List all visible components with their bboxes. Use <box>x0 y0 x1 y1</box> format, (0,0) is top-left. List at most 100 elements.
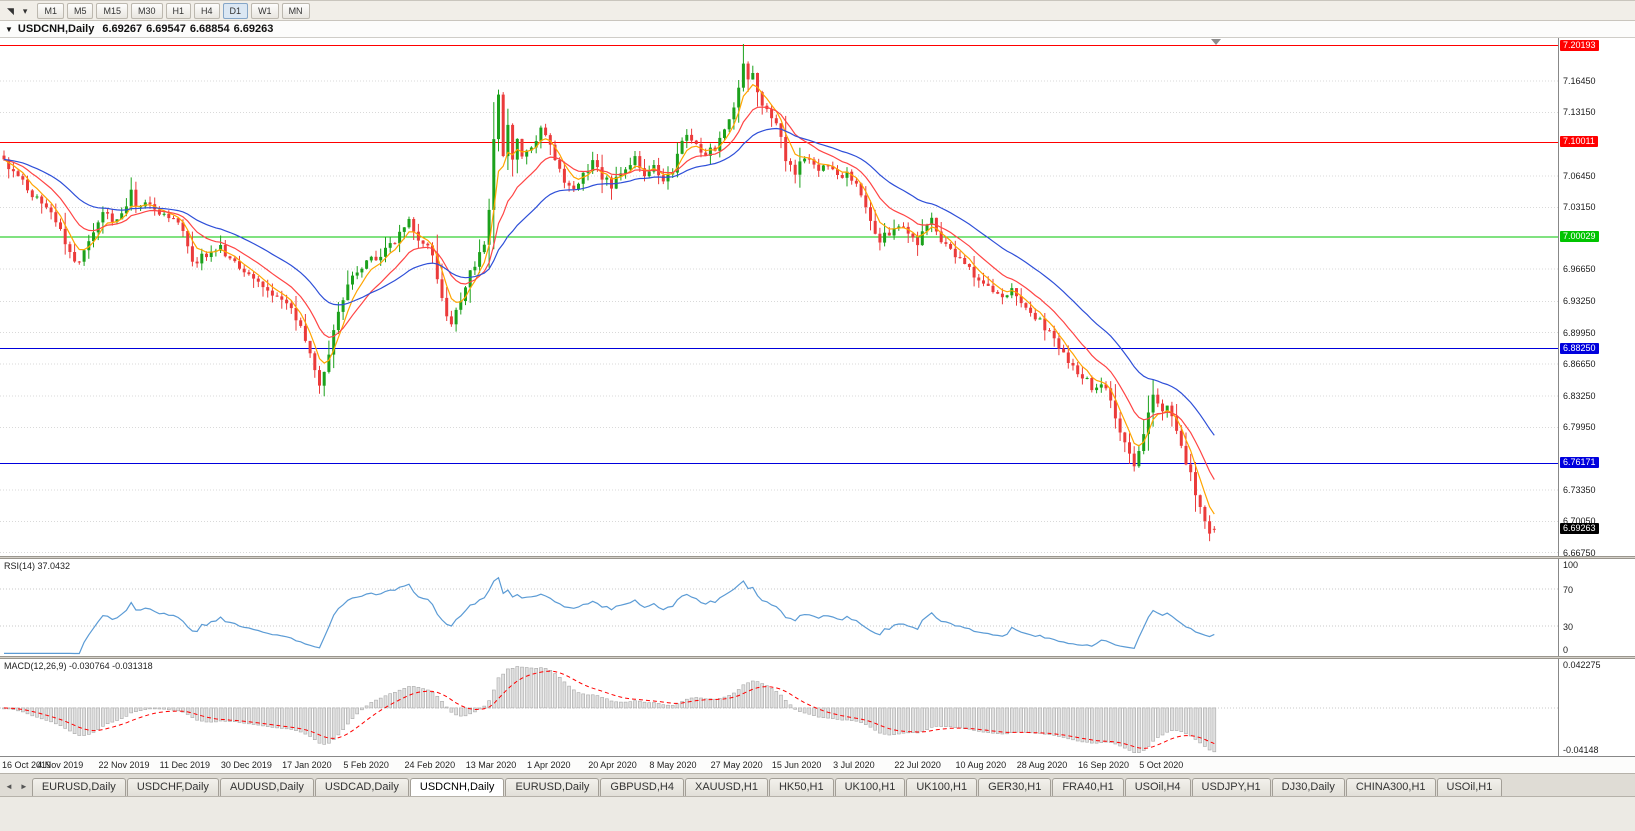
rsi-axis-tick: 70 <box>1563 584 1574 595</box>
rsi-axis-tick: 30 <box>1563 622 1574 633</box>
timeframe-button-d1[interactable]: D1 <box>222 2 249 19</box>
macd-axis[interactable]: 0.042275 -0.04148 <box>1558 659 1635 756</box>
macd-indicator[interactable] <box>0 659 1558 756</box>
date-label: 20 Apr 2020 <box>588 760 637 770</box>
macd-axis-top: 0.042275 <box>1563 660 1601 670</box>
ohlc-high: 6.69547 <box>146 23 186 35</box>
main-chart-plot[interactable] <box>0 38 1558 556</box>
chart-tab-gbpusd-h4[interactable]: GBPUSD,H4 <box>600 778 684 796</box>
date-label: 22 Jul 2020 <box>894 760 941 770</box>
macd-axis-bottom: -0.04148 <box>1563 745 1599 755</box>
timeframe-button-m5[interactable]: M5 <box>66 2 94 19</box>
chart-tab-usoil-h4[interactable]: USOil,H4 <box>1124 778 1191 796</box>
timeframe-button-w1[interactable]: W1 <box>251 2 279 19</box>
date-label: 1 Apr 2020 <box>526 760 571 770</box>
current-price-label: 6.69263 <box>1560 522 1599 534</box>
price-tick: 6.66750 <box>1563 547 1596 556</box>
price-tick: 6.86650 <box>1563 358 1596 369</box>
date-label: 10 Aug 2020 <box>955 760 1007 770</box>
timeframe-button-m15[interactable]: M15 <box>96 2 128 19</box>
chart-tab-hk50-h1[interactable]: HK50,H1 <box>768 778 834 796</box>
date-label: 3 Jul 2020 <box>833 760 875 770</box>
chart-tab-usdchf-daily[interactable]: USDCHF,Daily <box>126 778 219 796</box>
date-label: 11 Dec 2019 <box>159 760 211 770</box>
date-label: 8 May 2020 <box>649 760 697 770</box>
chart-info-bar: ▼ USDCNH,Daily 6.69267 6.69547 6.68854 6… <box>0 21 1635 38</box>
price-tick: 7.13150 <box>1563 107 1596 118</box>
price-level-label: 7.20193 <box>1560 39 1599 51</box>
chart-tab-xauusd-h1[interactable]: XAUUSD,H1 <box>684 778 768 796</box>
price-level-label: 7.00029 <box>1560 230 1599 242</box>
macd-plot[interactable]: MACD(12,26,9) -0.030764 -0.031318 <box>0 659 1558 756</box>
price-tick: 6.70050 <box>1563 516 1596 527</box>
price-tick: 6.96650 <box>1563 264 1596 274</box>
timeframe-button-h1[interactable]: H1 <box>165 2 192 19</box>
timeframe-button-m30[interactable]: M30 <box>131 2 163 19</box>
date-label: 24 Feb 2020 <box>404 760 456 770</box>
price-level-label: 6.88250 <box>1560 342 1599 354</box>
status-bar <box>0 796 1635 831</box>
price-tick: 6.83250 <box>1563 391 1596 402</box>
chart-symbol-title: USDCNH,Daily <box>17 23 95 35</box>
rsi-panel-divider[interactable] <box>0 556 1635 559</box>
date-label: 15 Jun 2020 <box>771 760 822 770</box>
price-tick: 6.89950 <box>1563 327 1596 338</box>
date-axis[interactable]: 16 Oct 2019 4 Nov 2019 22 Nov 2019 11 Dec 2… <box>0 756 1635 773</box>
date-label: 13 Mar 2020 <box>465 760 517 770</box>
date-label: 17 Jan 2020 <box>282 760 332 770</box>
price-tick: 6.73350 <box>1563 485 1596 496</box>
chart-tab-uk100-h1[interactable]: UK100,H1 <box>834 778 906 796</box>
dropdown-caret-icon[interactable]: ▾ <box>22 5 28 16</box>
chart-tab-usoil-h1[interactable]: USOil,H1 <box>1436 778 1503 796</box>
price-tick: 7.16450 <box>1563 76 1596 87</box>
ohlc-open: 6.69267 <box>102 23 143 35</box>
date-label: 16 Sep 2020 <box>1077 760 1130 770</box>
chart-tab-fra40-h1[interactable]: FRA40,H1 <box>1052 778 1124 796</box>
date-label: 5 Oct 2020 <box>1139 760 1184 770</box>
chart-tab-ger30-h1[interactable]: GER30,H1 <box>978 778 1052 796</box>
chart-tab-china300-h1[interactable]: CHINA300,H1 <box>1345 778 1436 796</box>
timeframe-button-mn[interactable]: MN <box>281 2 310 19</box>
tab-scroll-right-icon[interactable]: ► <box>19 782 28 791</box>
chart-tab-usdcnh-daily[interactable]: USDCNH,Daily <box>409 778 505 796</box>
chart-shift-icon[interactable]: ◥ <box>7 5 14 16</box>
collapse-triangle-icon[interactable]: ▼ <box>5 24 13 34</box>
date-label: 4 Nov 2019 <box>37 760 84 770</box>
price-tick: 6.79950 <box>1563 422 1596 433</box>
ohlc-close: 6.69263 <box>233 23 274 35</box>
rsi-axis-tick: 100 <box>1563 560 1579 570</box>
date-label: 16 Oct 2019 <box>2 760 52 770</box>
chart-tab-usdjpy-h1[interactable]: USDJPY,H1 <box>1191 778 1271 796</box>
rsi-axis-tick: 0 <box>1563 645 1569 655</box>
chart-tab-eurusd-daily[interactable]: EURUSD,Daily <box>505 778 600 796</box>
macd-label: MACD(12,26,9) -0.030764 -0.031318 <box>4 661 153 671</box>
chart-tab-uk100-h1[interactable]: UK100,H1 <box>906 778 978 796</box>
tab-scroll-left-icon[interactable]: ◄ <box>5 782 13 791</box>
macd-panel-divider[interactable] <box>0 656 1635 659</box>
chart-tab-dj30-daily[interactable]: DJ30,Daily <box>1271 778 1345 796</box>
date-label: 30 Dec 2019 <box>220 760 272 770</box>
price-tick: 7.06450 <box>1563 171 1596 182</box>
ohlc-low: 6.68854 <box>189 23 230 35</box>
price-level-label: 6.76171 <box>1560 457 1599 469</box>
candlestick-chart[interactable] <box>0 38 1558 556</box>
timeframe-button-h4[interactable]: H4 <box>194 2 220 19</box>
rsi-axis[interactable]: 100 70 30 0 <box>1558 559 1635 656</box>
date-label: 28 Aug 2020 <box>1016 760 1068 770</box>
timeframe-buttons: M1 M5 M15 M30 H1 H4 D1 W1 MN <box>37 2 310 19</box>
chart-tab-audusd-daily[interactable]: AUDUSD,Daily <box>219 778 314 796</box>
price-tick: 6.93250 <box>1563 296 1596 307</box>
rsi-indicator[interactable] <box>0 559 1558 656</box>
rsi-plot[interactable]: RSI(14) 37.0432 <box>0 559 1558 656</box>
chart-tab-usdcad-daily[interactable]: USDCAD,Daily <box>314 778 409 796</box>
timeframe-toolbar: ◥ ▾ M1 M5 M15 M30 H1 H4 D1 W1 MN <box>0 1 1635 21</box>
date-label: 27 May 2020 <box>710 760 763 770</box>
timeframe-button-m1[interactable]: M1 <box>37 2 64 19</box>
chart-tab-eurusd-daily[interactable]: EURUSD,Daily <box>31 778 126 796</box>
price-level-label: 7.10011 <box>1560 136 1598 148</box>
price-axis[interactable]: 7.16450 7.13150 7.06450 7.03150 6.96650 6.932… <box>1558 38 1635 556</box>
rsi-label: RSI(14) 37.0432 <box>4 561 71 571</box>
price-tick: 7.03150 <box>1563 202 1596 213</box>
chart-tab-bar: ◄ ► EURUSD,Daily USDCHF,Daily AUDUSD,Daily… <box>0 773 1635 796</box>
